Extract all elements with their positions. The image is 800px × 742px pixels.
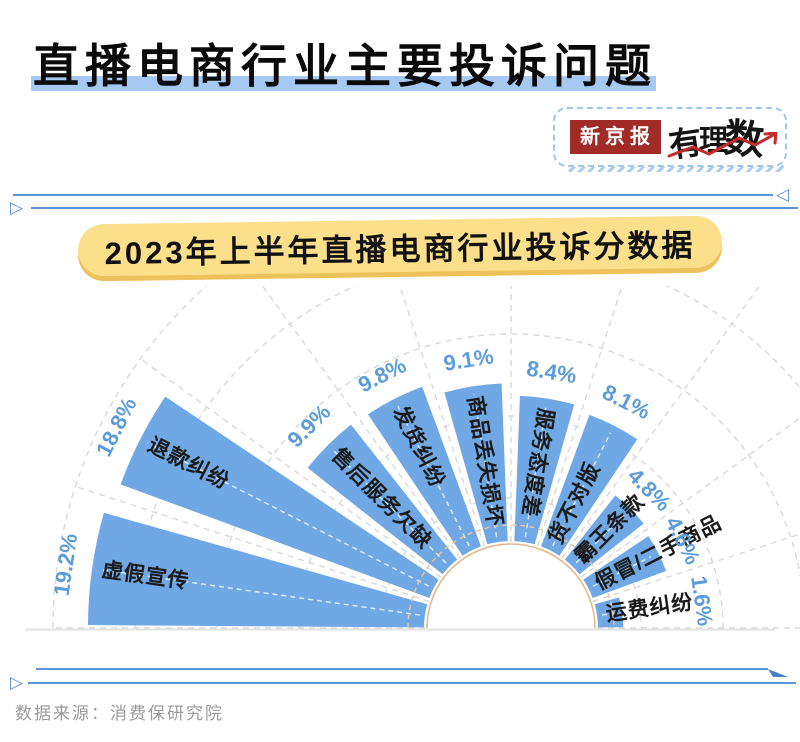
sector-mid-gridline (524, 406, 547, 538)
bottom-divider-line-2 (28, 682, 796, 684)
rose-sector (444, 383, 508, 545)
rose-sector (583, 536, 667, 598)
brand-badge: 新京报 (569, 120, 661, 154)
logo-wordmark: 有 理 数 (667, 114, 778, 164)
sector-mid-gridline (473, 394, 498, 538)
title-underline-bar (31, 76, 656, 91)
grid-radial-line (140, 358, 442, 579)
sector-mid-gridline (397, 405, 470, 547)
trend-line-icon (667, 132, 778, 158)
subtitle-pill: 2023年上半年直播电商行业投诉分数据 (77, 215, 723, 277)
sector-value-label: 9.8% (354, 352, 410, 397)
rose-sector (594, 597, 624, 628)
top-divider-line-2 (31, 207, 798, 209)
grid-radial-line (261, 286, 462, 559)
chart-subtitle: 2023年上半年直播电商行业投诉分数据 (104, 227, 696, 271)
sector-value-label: 9.1% (442, 343, 495, 376)
sector-value-label: 18.8% (91, 393, 142, 460)
sector-category-label: 运费纠纷 (604, 590, 695, 626)
logo-hatched-shadow (566, 163, 784, 172)
grid-radial-line (75, 485, 430, 603)
bottom-divider-line-1 (36, 668, 768, 670)
inner-dashed-arc (407, 524, 615, 629)
rose-sector (120, 396, 439, 598)
sector-mid-gridline (147, 442, 430, 587)
sector-value-label: 1.6% (686, 574, 718, 627)
center-hole (427, 544, 595, 628)
grid-radial-line (560, 286, 761, 559)
data-source-note: 数据来源：消费保研究院 (15, 704, 224, 723)
sector-mid-gridline (601, 612, 615, 616)
sector-mid-gridline (552, 432, 612, 547)
sector-value-label: 8.4% (525, 356, 578, 389)
top-divider-line-1 (13, 194, 773, 196)
sector-value-label: 9.9% (282, 399, 335, 452)
logo-card: 新京报 有 理 数 (553, 107, 787, 167)
left-arrow-icon: ◁ (776, 185, 790, 204)
right-arrow-icon: ▷ (10, 673, 24, 692)
rose-sector (87, 512, 428, 628)
right-arrow-icon: ▷ (10, 198, 24, 217)
sector-mid-gridline (575, 513, 626, 564)
dart-arrow-icon (768, 669, 788, 677)
rose-sector (514, 395, 575, 545)
center-hole-ring (426, 543, 596, 629)
page-title: 直播电商行业主要投诉问题 (33, 40, 657, 92)
sector-value-label: 8.1% (598, 379, 654, 424)
sector-value-label: 19.2% (49, 532, 83, 597)
